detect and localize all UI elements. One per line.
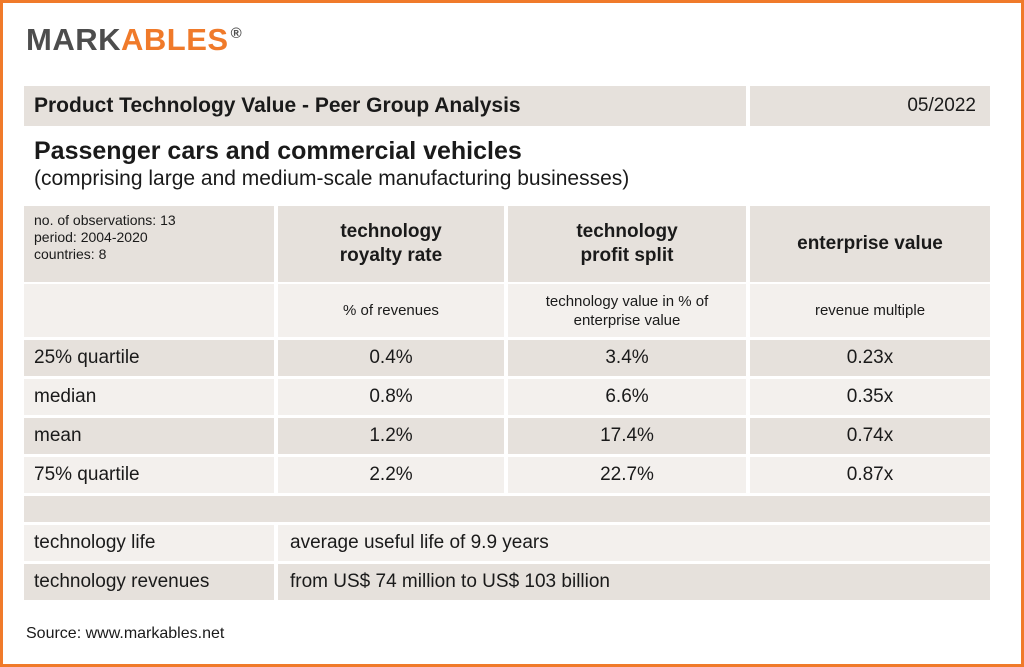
report-title: Product Technology Value - Peer Group An… xyxy=(24,86,746,126)
cell-royalty-rate: 2.2% xyxy=(278,457,504,493)
footer-label: technology revenues xyxy=(24,564,274,600)
cell-profit-split: 3.4% xyxy=(508,340,746,376)
column-header-profit-split: technology profit split xyxy=(508,206,746,282)
cell-profit-split: 6.6% xyxy=(508,379,746,415)
logo-part1: MARK xyxy=(26,22,121,57)
cell-enterprise-value: 0.35x xyxy=(750,379,990,415)
meta-period: period: 2004-2020 xyxy=(34,229,148,245)
row-label: mean xyxy=(24,418,274,454)
row-label: 75% quartile xyxy=(24,457,274,493)
column-header-line1: enterprise value xyxy=(797,233,943,254)
row-label: median xyxy=(24,379,274,415)
column-header-line2: royalty rate xyxy=(339,245,443,266)
unit-profit-split: technology value in % of enterprise valu… xyxy=(508,284,746,337)
source-note: Source: www.markables.net xyxy=(26,625,225,642)
row-label: 25% quartile xyxy=(24,340,274,376)
report-date-text: 05/2022 xyxy=(907,95,976,116)
unit-text-line1: technology value in % of xyxy=(545,292,709,310)
column-header-line1: technology xyxy=(576,221,678,242)
footer-value: from US$ 74 million to US$ 103 billion xyxy=(278,564,990,600)
meta-observations: no. of observations: 13 xyxy=(34,212,176,228)
report-date: 05/2022 xyxy=(750,86,990,126)
cell-enterprise-value: 0.23x xyxy=(750,340,990,376)
cell-profit-split: 17.4% xyxy=(508,418,746,454)
cell-enterprise-value: 0.87x xyxy=(750,457,990,493)
column-header-line1: technology xyxy=(340,221,442,242)
cell-royalty-rate: 1.2% xyxy=(278,418,504,454)
column-header-royalty-rate: technology royalty rate xyxy=(278,206,504,282)
footer-value: average useful life of 9.9 years xyxy=(278,525,990,561)
unit-royalty-rate: % of revenues xyxy=(278,284,504,337)
logo-registered-mark: ® xyxy=(230,25,243,42)
unit-enterprise-value: revenue multiple xyxy=(750,284,990,337)
spacer-row xyxy=(24,496,990,522)
column-header-enterprise-value: enterprise value xyxy=(750,206,990,282)
markables-logo: MARKABLES ® xyxy=(26,22,242,64)
logo-part2: ABLES xyxy=(121,22,229,57)
unit-text: revenue multiple xyxy=(814,302,926,319)
table-subtitle: Passenger cars and commercial vehicles (… xyxy=(24,128,990,204)
column-header-line2: profit split xyxy=(580,245,674,266)
units-row-label xyxy=(24,284,274,337)
cell-enterprise-value: 0.74x xyxy=(750,418,990,454)
cell-royalty-rate: 0.8% xyxy=(278,379,504,415)
unit-text-line2: enterprise value xyxy=(573,311,681,329)
subtitle-line1: Passenger cars and commercial vehicles xyxy=(34,137,522,165)
observation-meta: no. of observations: 13 period: 2004-202… xyxy=(24,206,274,282)
footer-label: technology life xyxy=(24,525,274,561)
report-title-text: Product Technology Value - Peer Group An… xyxy=(34,94,521,117)
unit-text: % of revenues xyxy=(343,302,439,319)
cell-profit-split: 22.7% xyxy=(508,457,746,493)
subtitle-line2: (comprising large and medium-scale manuf… xyxy=(34,167,630,190)
cell-royalty-rate: 0.4% xyxy=(278,340,504,376)
meta-countries: countries: 8 xyxy=(34,246,107,262)
